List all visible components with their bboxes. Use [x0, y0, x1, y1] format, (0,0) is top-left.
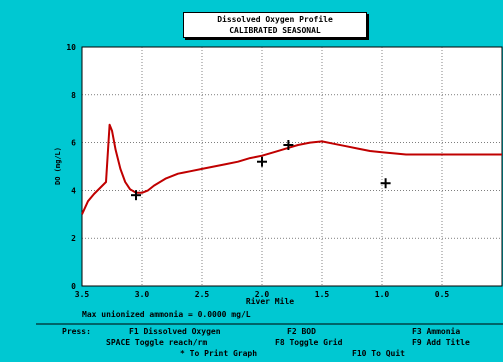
observed-do-marker: [131, 190, 141, 201]
ammonia-readout: Max unionized ammonia = 0.0000 mg/L: [82, 310, 251, 319]
y-tick-label: 0: [71, 282, 76, 291]
f1-dissolved-oxygen-key[interactable]: F1 Dissolved Oxygen: [129, 327, 221, 336]
x-tick-label: 3.5: [75, 290, 90, 299]
observed-do-marker: [380, 178, 391, 189]
f3-ammonia-key[interactable]: F3 Ammonia: [412, 327, 461, 336]
f8-toggle-grid-key[interactable]: F8 Toggle Grid: [275, 338, 343, 347]
x-tick-label: 1.0: [375, 290, 390, 299]
x-tick-label: 1.5: [315, 290, 330, 299]
footer-press-label: Press:: [62, 327, 91, 336]
chart-title-box: Dissolved Oxygen Profile CALIBRATED SEAS…: [183, 12, 367, 38]
y-tick-label: 6: [71, 139, 76, 148]
print-graph-key[interactable]: * To Print Graph: [180, 349, 258, 358]
f9-add-title-key[interactable]: F9 Add Title: [412, 338, 470, 347]
f10-quit-key[interactable]: F10 To Quit: [352, 349, 405, 358]
y-tick-label: 2: [71, 234, 76, 243]
space-toggle-reach-key[interactable]: SPACE Toggle reach/rm: [106, 338, 208, 347]
plot-area: [81, 46, 503, 287]
x-tick-label: 0.5: [435, 290, 450, 299]
x-tick-label: 2.5: [195, 290, 210, 299]
observed-do-marker: [257, 156, 267, 167]
chart-subtitle: CALIBRATED SEASONAL: [229, 26, 321, 35]
f2-bod-key[interactable]: F2 BOD: [287, 327, 316, 336]
x-axis-label: River Mile: [246, 296, 294, 306]
x-tick-label: 2.0: [255, 290, 270, 299]
grid: [82, 47, 502, 286]
y-tick-label: 10: [66, 43, 76, 52]
y-axis-label: DO (mg/L): [54, 147, 62, 185]
y-tick-label: 8: [71, 91, 76, 100]
series: [81, 123, 502, 215]
x-tick-label: 3.0: [135, 290, 150, 299]
modeled-do-line: [81, 123, 502, 215]
observed-do-marker: [283, 139, 294, 150]
chart-title: Dissolved Oxygen Profile: [217, 15, 333, 24]
y-tick-label: 4: [71, 186, 76, 195]
axes: 0 2 4 6 8 10 3.5 3.0 2.5 2.0 1.5 1.0 0.5: [66, 43, 449, 299]
